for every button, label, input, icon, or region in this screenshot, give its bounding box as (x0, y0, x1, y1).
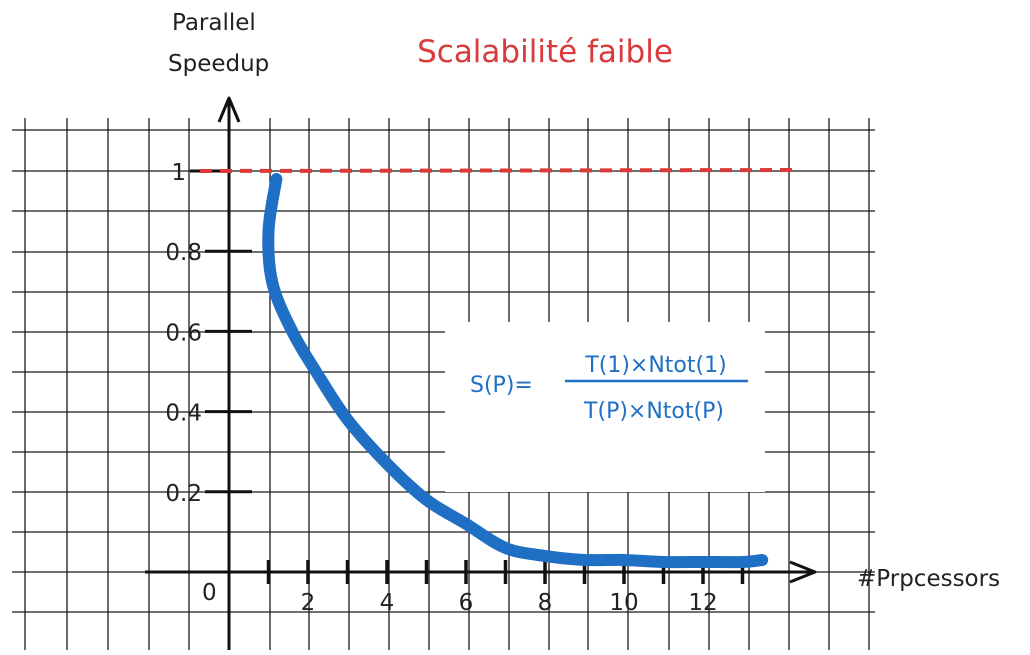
origin-label: 0 (202, 580, 217, 606)
speedup-formula: S(P)= T(1)×Ntot(1) T(P)×Ntot(P) (470, 353, 748, 424)
x-ticks: 2 4 6 8 10 12 (266, 560, 745, 616)
x-tick-label: 10 (609, 590, 638, 616)
x-tick-label: 4 (380, 590, 395, 616)
x-tick-label: 12 (688, 590, 717, 616)
reference-line-label: 1 (171, 160, 186, 186)
y-tick-label: 0.6 (165, 320, 202, 346)
y-axis-label-line-2: Speedup (168, 51, 269, 77)
formula-numerator: T(1)×Ntot(1) (584, 353, 726, 378)
y-ticks: 0.2 0.4 0.6 0.8 (165, 169, 252, 507)
x-tick-label: 8 (538, 590, 553, 616)
x-tick-label: 2 (301, 590, 316, 616)
formula-box (445, 322, 765, 492)
y-axis-label-line-1: Parallel (172, 10, 256, 36)
formula-lhs: S(P)= (470, 373, 533, 398)
y-tick-label: 0.2 (165, 481, 202, 507)
reference-line-1 (199, 168, 801, 173)
x-tick-label: 6 (459, 590, 474, 616)
x-axis-label: #Prpcessors (857, 566, 1000, 592)
y-tick-label: 0.4 (165, 401, 202, 427)
y-axis-arrowhead (217, 96, 241, 123)
formula-denominator: T(P)×Ntot(P) (583, 399, 724, 424)
x-axis-arrowhead (789, 560, 817, 584)
chart-title: Scalabilité faible (417, 34, 673, 70)
y-tick-label: 0.8 (165, 240, 202, 266)
speedup-series-line (262, 173, 769, 569)
